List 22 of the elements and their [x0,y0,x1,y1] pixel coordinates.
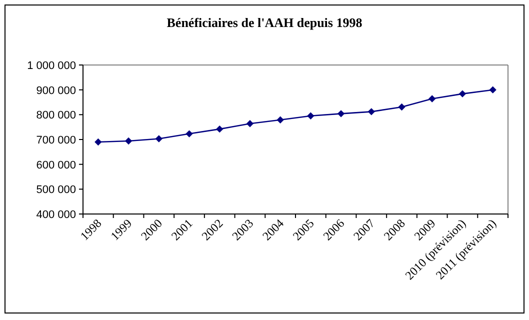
y-tick-label: 800 000 [36,110,76,122]
point [94,138,102,146]
point [124,137,132,145]
point [186,130,193,138]
point [428,95,436,102]
point [458,90,466,98]
point [337,110,345,118]
point [307,112,314,120]
point [276,116,284,124]
y-tick-label: 900 000 [36,84,76,97]
point [368,108,375,116]
y-tick-label: 500 000 [36,184,76,196]
chart-title: Bénéficiaires de l'AAH depuis 1998 [166,15,363,30]
y-tick-label: 1 000 000 [27,60,76,72]
point [489,86,496,94]
point [216,125,224,133]
point [398,103,406,111]
y-tick-label: 600 000 [36,159,76,172]
y-tick-label: 700 000 [36,134,76,146]
point [155,135,162,142]
point [246,120,254,128]
y-tick-label: 400 000 [36,209,76,221]
